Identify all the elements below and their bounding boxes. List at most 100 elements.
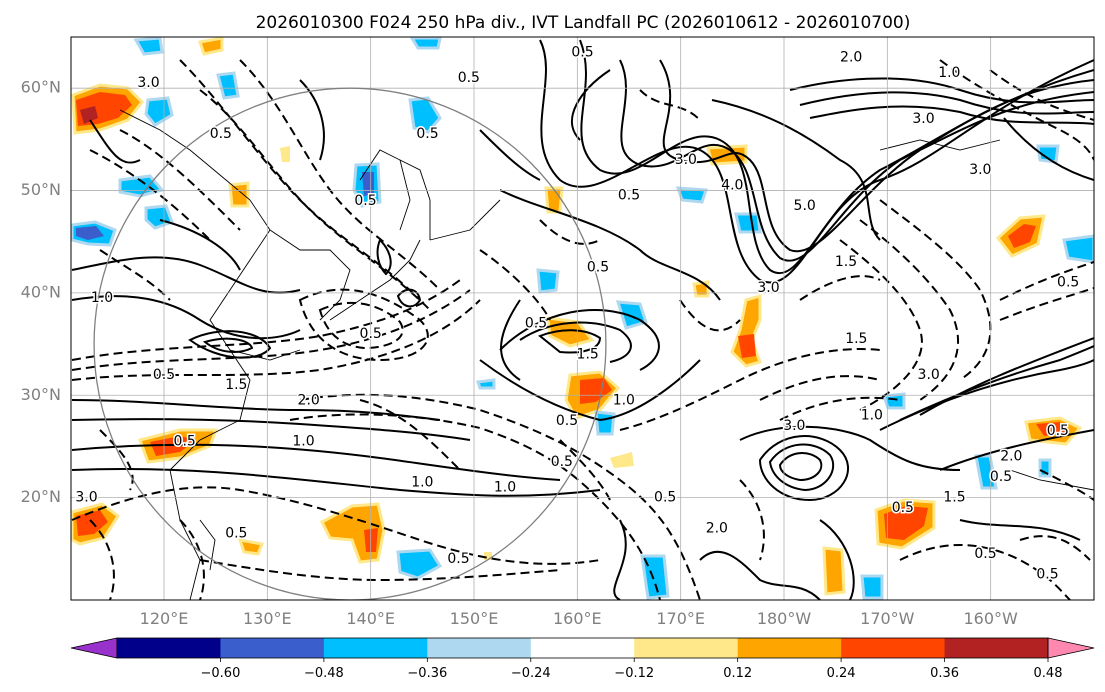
range-circle-layer [93, 87, 607, 600]
contour-label: 1.0 [938, 65, 960, 81]
colorbar-swatch [323, 638, 428, 658]
contour-label: 0.5 [1047, 423, 1069, 439]
contour-label: 2.0 [1000, 449, 1022, 465]
contour-label: 1.5 [845, 331, 867, 347]
lon-tick-label: 170°E [656, 609, 705, 628]
contour-label: 0.5 [556, 413, 578, 429]
shade-blue [615, 300, 648, 330]
contour-label: 3.0 [912, 111, 934, 127]
contour-label: 1.0 [494, 479, 516, 495]
contour-label: 1.0 [411, 474, 433, 490]
colorbar-tick-label: −0.48 [304, 666, 344, 681]
contour-label: 0.5 [587, 259, 609, 275]
lat-tick-label: 30°N [21, 385, 61, 404]
shade-orange [237, 538, 265, 556]
colorbar-tick-label: 0.24 [827, 666, 856, 681]
shade-orange [228, 181, 250, 208]
shade-red [1008, 224, 1036, 248]
shade-blue [675, 186, 709, 204]
contour-label: 0.5 [525, 316, 547, 332]
colorbar-tick-label: −0.60 [201, 666, 241, 681]
shade-darkred [80, 106, 98, 124]
contour-label: 1.0 [613, 392, 635, 408]
contour-label: 0.5 [416, 126, 438, 142]
map-frame [70, 36, 1095, 601]
colorbar-swatch [117, 638, 221, 658]
contour-label: 5.0 [794, 198, 816, 214]
shade-blue [640, 554, 670, 600]
shade-red [884, 506, 928, 540]
lat-tick-label: 50°N [21, 180, 61, 199]
shade-blue-dark [76, 226, 104, 240]
shade-blue [536, 268, 560, 294]
contour-label: 1.5 [835, 254, 857, 270]
figure-title: 2026010300 F024 250 hPa div., IVT Landfa… [256, 13, 911, 33]
lon-tick-label: 160°E [553, 609, 602, 628]
contour-label: 0.5 [1057, 275, 1079, 291]
lat-tick-label: 40°N [21, 282, 61, 301]
colorbar-extend-high [1047, 637, 1095, 659]
contour-label: 0.5 [458, 70, 480, 86]
shade-orange [822, 546, 846, 596]
shade-blue [409, 37, 442, 50]
contour-label: 3.0 [757, 280, 779, 296]
colorbar-tick-label: −0.12 [614, 666, 654, 681]
contour-label: 2.0 [840, 49, 862, 65]
colorbar-swatch [634, 638, 739, 658]
colorbar-swatch [427, 638, 532, 658]
dashed-contours [71, 59, 1094, 600]
contour-label: 0.5 [618, 188, 640, 204]
contour-label: 0.5 [1036, 566, 1058, 582]
shade-blue [1036, 144, 1060, 164]
lon-tick-label: 170°W [860, 609, 915, 628]
shade-blue [144, 204, 174, 230]
colorbar-swatch [737, 638, 842, 658]
lon-tick-label: 140°E [346, 609, 395, 628]
shade-orange [610, 452, 634, 468]
lon-tick-label: 130°E [243, 609, 292, 628]
contour-label: 4.0 [721, 177, 743, 193]
colorbar-swatch [944, 638, 1049, 658]
contour-label: 0.5 [990, 469, 1012, 485]
shade-orange [484, 552, 492, 560]
contour-label: 3.0 [75, 490, 97, 506]
contour-label: 0.5 [225, 525, 247, 541]
contour-label: 0.5 [354, 193, 376, 209]
contour-label: 1.0 [861, 408, 883, 424]
contour-label: 1.5 [943, 490, 965, 506]
colorbar-tick-label: −0.36 [407, 666, 447, 681]
map-panel: 3.0 0.5 0.5 0.5 2.0 1.0 3.0 3.0 3.0 0.5 4.0 5.0 0.5 0… [70, 36, 1095, 601]
graticule [71, 37, 1094, 600]
range-circle [93, 87, 607, 600]
contour-label: 2.0 [298, 392, 320, 408]
colorbar: −0.60 −0.48 −0.36 −0.24 −0.12 0.12 0.24 0.36 0.4… [70, 637, 1095, 681]
colorbar-tick-label: 0.48 [1034, 666, 1063, 681]
contour-label: 0.5 [447, 551, 469, 567]
shade-orange [280, 146, 290, 162]
contour-label: 3.0 [969, 162, 991, 178]
lon-tick-label: 180°W [757, 609, 812, 628]
contour-label: 1.0 [91, 290, 113, 306]
shade-blue [144, 96, 174, 127]
shade-blue [734, 212, 762, 234]
shade-blue [475, 378, 496, 390]
lon-tick-label: 120°E [140, 609, 189, 628]
contour-label: 0.5 [654, 490, 676, 506]
contour-label: 3.0 [783, 418, 805, 434]
contour-label: 0.5 [571, 44, 593, 60]
lat-tick-label: 60°N [21, 78, 61, 97]
shade-blue [133, 37, 164, 56]
contour-label: 0.5 [153, 367, 175, 383]
contour-label: 0.5 [360, 326, 382, 342]
contour-label: 1.5 [225, 377, 247, 393]
shade-red [150, 436, 196, 456]
contour-label: 0.5 [551, 454, 573, 470]
contour-label: 3.0 [918, 367, 940, 383]
shade-orange [198, 37, 224, 56]
contour-label: 3.0 [675, 152, 697, 168]
shade-red [580, 378, 612, 404]
axis-labels: 20°N 30°N 40°N 50°N 60°N 120°E 130°E 140°E 150°E… [21, 78, 1018, 628]
colorbar-tick-label: 0.36 [930, 666, 959, 681]
shade-blue [881, 392, 906, 410]
